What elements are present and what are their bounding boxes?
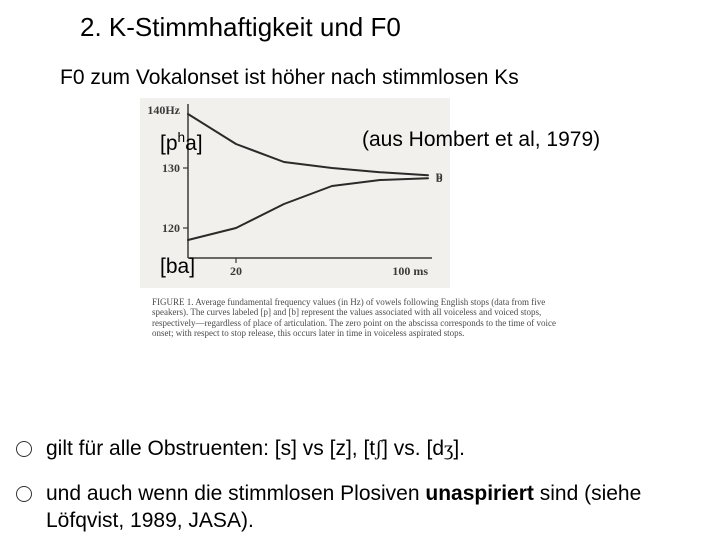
svg-text:100 ms: 100 ms xyxy=(392,264,428,278)
citation-text: (aus Hombert et al, 1979) xyxy=(362,128,600,152)
slide-title: 2. K-Stimmhaftigkeit und F0 xyxy=(80,12,401,43)
svg-text:120: 120 xyxy=(162,221,180,235)
figure-caption: FIGURE 1. Average fundamental frequency … xyxy=(152,297,560,338)
bullet-1-sym2: ʒ xyxy=(444,436,453,460)
label-pha: [pha] xyxy=(160,130,203,156)
label-pha-pre: [p xyxy=(160,132,178,155)
label-ba: [ba] xyxy=(160,255,195,279)
svg-text:b: b xyxy=(436,171,443,185)
bullet-2-pre: und auch wenn die stimmlosen Plosiven xyxy=(46,482,425,505)
slide-root: 2. K-Stimmhaftigkeit und F0 F0 zum Vokal… xyxy=(0,0,720,540)
label-pha-post: a] xyxy=(185,132,203,155)
svg-text:130: 130 xyxy=(162,161,180,175)
bullet-2-text: und auch wenn die stimmlosen Plosiven un… xyxy=(46,480,704,535)
bullet-2: und auch wenn die stimmlosen Plosiven un… xyxy=(16,480,704,535)
bullet-1-text: gilt für alle Obstruenten: [s] vs [z], [… xyxy=(46,435,465,462)
bullet-2-bold: unaspiriert xyxy=(425,482,534,505)
bullet-1-mid: ] vs. [d xyxy=(382,437,444,460)
bullet-icon xyxy=(16,486,32,502)
svg-text:20: 20 xyxy=(230,264,242,278)
bullet-icon xyxy=(16,441,32,457)
slide-subtitle: F0 zum Vokalonset ist höher nach stimmlo… xyxy=(60,66,519,90)
bullet-1-post: ]. xyxy=(453,437,465,460)
bullet-1: gilt für alle Obstruenten: [s] vs [z], [… xyxy=(16,435,704,462)
bullet-1-pre: gilt für alle Obstruenten: [s] vs [z], [… xyxy=(46,437,375,460)
label-pha-sup: h xyxy=(178,130,186,145)
svg-text:140Hz: 140Hz xyxy=(147,103,180,117)
